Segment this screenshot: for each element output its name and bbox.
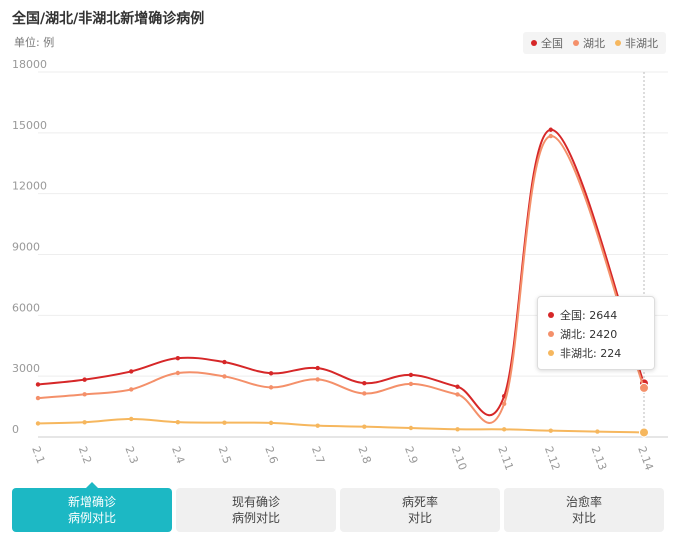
data-point: [35, 382, 41, 387]
data-point: [362, 424, 367, 429]
x-tick-label: 2.10: [449, 445, 470, 472]
x-tick-label: 2.13: [589, 445, 610, 472]
data-point: [455, 384, 460, 389]
data-point: [362, 391, 367, 396]
data-point: [639, 427, 649, 438]
y-tick-label: 15000: [12, 119, 47, 132]
tooltip-row-non-hubei: 非湖北: 224: [548, 343, 644, 362]
data-point: [268, 385, 274, 390]
y-tick-label: 0: [12, 423, 19, 436]
legend-dot-icon: [615, 40, 621, 46]
tab-fatality-rate[interactable]: 病死率 对比: [340, 488, 500, 532]
data-point: [222, 374, 227, 379]
y-tick-label: 18000: [12, 58, 47, 71]
data-point: [35, 421, 41, 426]
x-tick-label: 2.9: [402, 445, 420, 466]
data-point: [548, 428, 553, 433]
legend-item-national[interactable]: 全国: [531, 35, 563, 51]
data-point: [501, 401, 507, 406]
unit-label: 单位: 例: [14, 36, 55, 49]
tab-current-confirmed[interactable]: 现有确诊 病例对比: [176, 488, 336, 532]
data-point: [129, 387, 134, 392]
data-point: [408, 372, 414, 378]
data-point: [82, 420, 87, 425]
data-point: [175, 419, 181, 425]
data-point: [268, 420, 274, 426]
x-tick-label: 2.3: [122, 445, 140, 466]
series-line-2: [37, 417, 645, 434]
data-point: [129, 416, 134, 422]
tooltip-text: 湖北: 2420: [560, 327, 618, 341]
data-point: [548, 127, 553, 132]
x-tick-label: 2.8: [355, 445, 373, 466]
x-tick-label: 2.2: [76, 445, 94, 466]
data-point: [501, 427, 507, 432]
series-line-0: [37, 128, 645, 417]
comparison-tabs: 新增确诊 病例对比 现有确诊 病例对比 病死率 对比 治愈率 对比: [12, 482, 664, 532]
x-tick-label: 2.5: [216, 445, 234, 466]
y-tick-label: 12000: [12, 180, 47, 193]
data-point: [362, 380, 367, 386]
legend-label: 全国: [541, 37, 563, 50]
data-point: [129, 369, 134, 374]
data-point: [455, 392, 460, 397]
data-point: [82, 377, 87, 382]
legend-item-non-hubei[interactable]: 非湖北: [615, 35, 658, 51]
x-tick-label: 2.4: [169, 445, 187, 466]
legend-label: 非湖北: [625, 37, 658, 50]
data-point: [408, 381, 414, 387]
x-tick-label: 2.14: [635, 445, 656, 472]
data-point: [455, 427, 460, 432]
tooltip-row-national: 全国: 2644: [548, 305, 644, 324]
x-tick-label: 2.11: [495, 445, 516, 472]
legend-label: 湖北: [583, 37, 605, 50]
x-tick-label: 2.1: [29, 445, 47, 466]
legend-dot-icon: [573, 40, 579, 46]
data-point: [315, 377, 320, 382]
tooltip-dot-icon: [548, 311, 554, 318]
tooltip-text: 非湖北: 224: [560, 346, 622, 360]
y-tick-label: 3000: [12, 362, 40, 375]
series-line-1: [37, 135, 645, 424]
data-point: [315, 423, 320, 428]
legend: 全国 湖北 非湖北: [523, 32, 666, 54]
tooltip-row-hubei: 湖北: 2420: [548, 324, 644, 343]
data-point: [595, 429, 600, 434]
x-tick-label: 2.6: [262, 445, 280, 466]
line-chart[interactable]: 0 3000 6000 9000 12000 15000 18000 2.1 2.2 2.3 2.4…: [0, 0, 678, 480]
data-point: [222, 359, 227, 365]
data-point: [82, 392, 87, 397]
x-tick-label: 2.7: [309, 445, 327, 466]
x-tick-label: 2.12: [542, 445, 563, 472]
data-point: [35, 395, 41, 401]
tooltip-text: 全国: 2644: [560, 308, 618, 322]
data-point: [548, 133, 553, 139]
data-point: [639, 382, 649, 393]
chart-tooltip: 全国: 2644 湖北: 2420 非湖北: 224: [537, 296, 655, 370]
data-point: [222, 420, 227, 425]
tab-cure-rate[interactable]: 治愈率 对比: [504, 488, 664, 532]
y-tick-label: 9000: [12, 241, 40, 254]
legend-dot-icon: [531, 40, 537, 46]
data-point: [408, 425, 414, 431]
legend-item-hubei[interactable]: 湖北: [573, 35, 605, 51]
chart-title: 全国/湖北/非湖北新增确诊病例: [12, 11, 205, 27]
data-point: [175, 370, 181, 376]
tooltip-dot-icon: [548, 349, 554, 356]
data-point: [175, 355, 181, 361]
data-point: [268, 371, 274, 376]
y-tick-label: 6000: [12, 301, 40, 314]
tab-new-confirmed[interactable]: 新增确诊 病例对比: [12, 482, 172, 532]
tooltip-dot-icon: [548, 330, 554, 337]
data-point: [315, 365, 320, 371]
